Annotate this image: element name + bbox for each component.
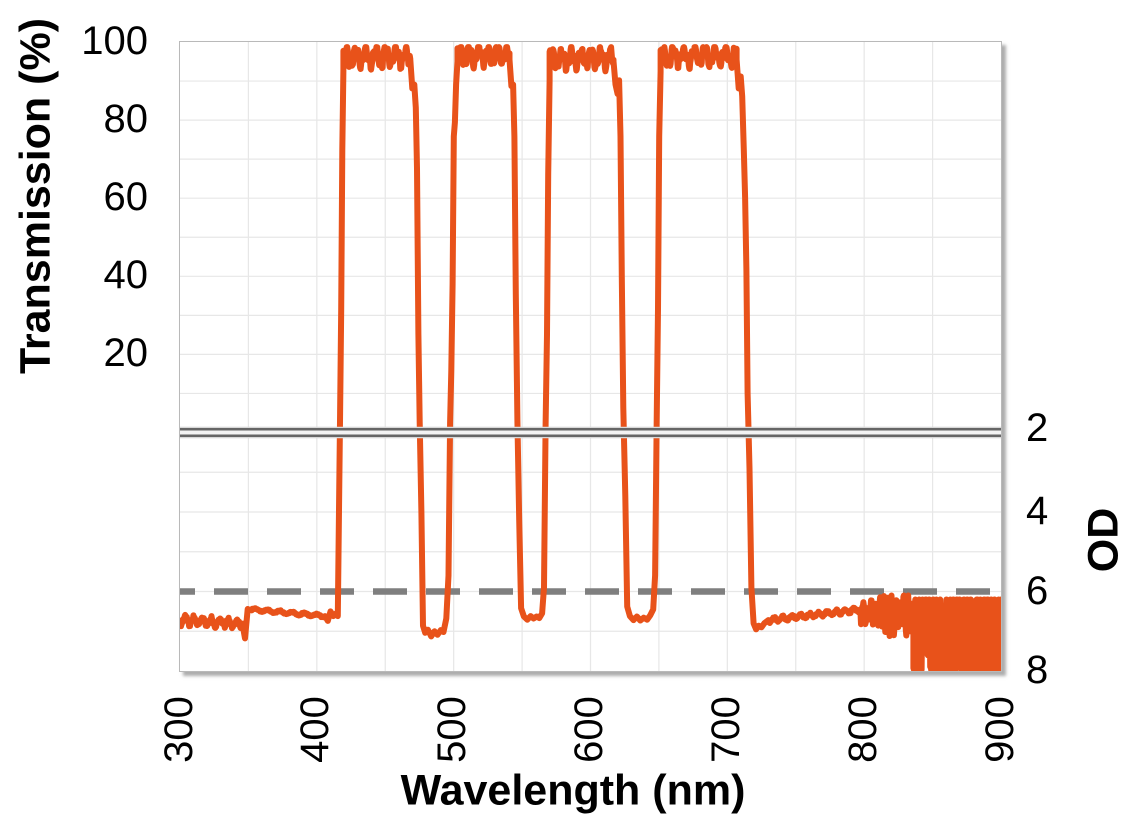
transmission-tick-label: 60 [103,175,149,220]
x-axis-tick-labels: 300 400 500 600 700 800 900 [0,686,1138,778]
wavelength-tick-label: 600 [567,695,611,763]
transmission-tick-label: 20 [103,331,149,376]
wavelength-tick-label: 500 [430,695,475,763]
transmission-tick-label: 100 [81,19,148,63]
wavelength-tick-label: 400 [293,695,338,763]
transmission-tick-label: 40 [103,253,149,298]
wavelength-tick-label: 900 [977,695,1022,763]
y-axis-right-tick-labels: 2 4 6 8 [1026,0,1138,826]
od-tick-label: 2 [1026,405,1049,450]
x-axis-title-wavelength: Wavelength (nm) [400,766,746,815]
transmission-tick-label: 80 [103,97,149,142]
axis-break-band [180,427,1001,438]
y-axis-left-tick-labels: 100 80 60 40 20 [0,0,148,826]
od-tick-label: 8 [1026,648,1049,692]
spectrum-plot-svg [180,42,1001,671]
wavelength-tick-label: 700 [703,695,748,763]
wavelength-tick-label: 300 [156,695,201,763]
wavelength-tick-label: 800 [840,695,885,763]
od-tick-label: 4 [1026,489,1049,533]
od-tick-label: 6 [1026,568,1049,613]
transmission-spectrum-curve [180,44,1001,671]
plot-area [179,41,1002,672]
